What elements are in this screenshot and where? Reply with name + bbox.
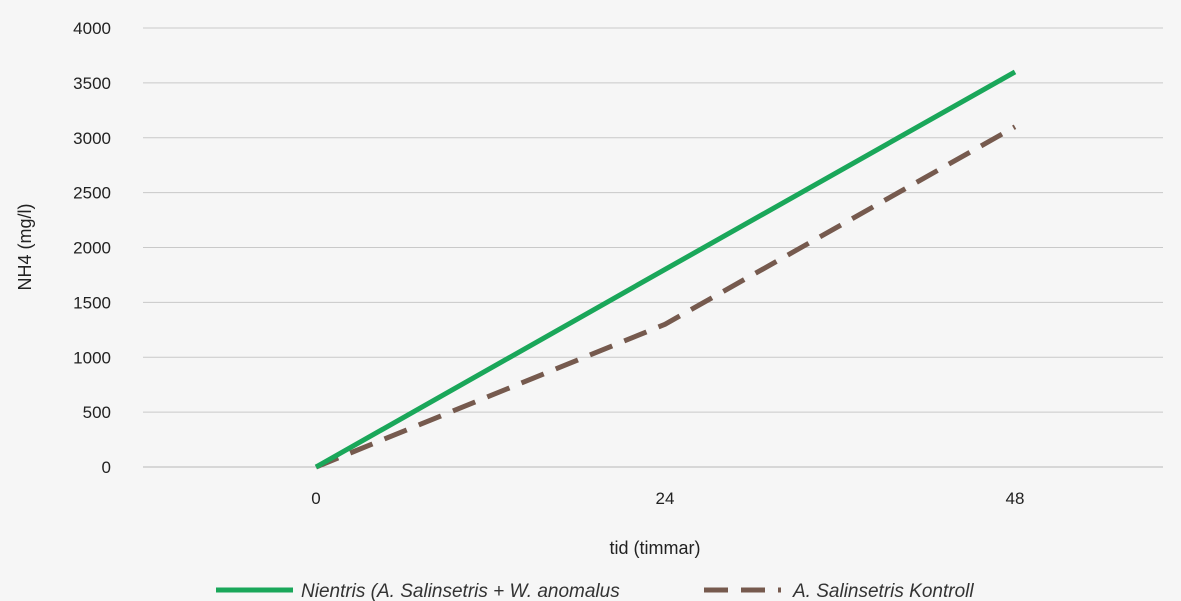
x-axis-label: tid (timmar) xyxy=(610,538,701,558)
y-tick-label: 2000 xyxy=(73,239,111,258)
legend-label-kontroll: A. Salinsetris Kontroll xyxy=(792,581,974,601)
legend-label-nientris: Nientris (A. Salinsetris + W. anomalus xyxy=(301,581,620,601)
series-line-nientris xyxy=(314,69,1017,470)
y-tick-label: 0 xyxy=(102,458,111,477)
y-tick-label: 4000 xyxy=(73,19,111,38)
x-tick-label: 0 xyxy=(311,489,320,508)
y-tick-label: 3500 xyxy=(73,74,111,93)
y-tick-label: 500 xyxy=(83,403,111,422)
y-tick-label: 3000 xyxy=(73,129,111,148)
gridlines xyxy=(143,27,1163,468)
x-axis-ticks: 0 24 48 xyxy=(311,489,1024,508)
x-tick-label: 24 xyxy=(656,489,675,508)
y-tick-label: 1500 xyxy=(73,293,111,312)
legend: Nientris (A. Salinsetris + W. anomalus A… xyxy=(216,581,974,601)
x-tick-label: 48 xyxy=(1006,489,1025,508)
y-axis-label: NH4 (mg/l) xyxy=(15,203,35,290)
series-line-kontroll xyxy=(315,124,1017,470)
y-tick-label: 1000 xyxy=(73,348,111,367)
series-lines xyxy=(314,69,1017,470)
y-axis-ticks: 0 500 1000 1500 2000 2500 3000 3500 4000 xyxy=(73,19,111,477)
y-tick-label: 2500 xyxy=(73,184,111,203)
